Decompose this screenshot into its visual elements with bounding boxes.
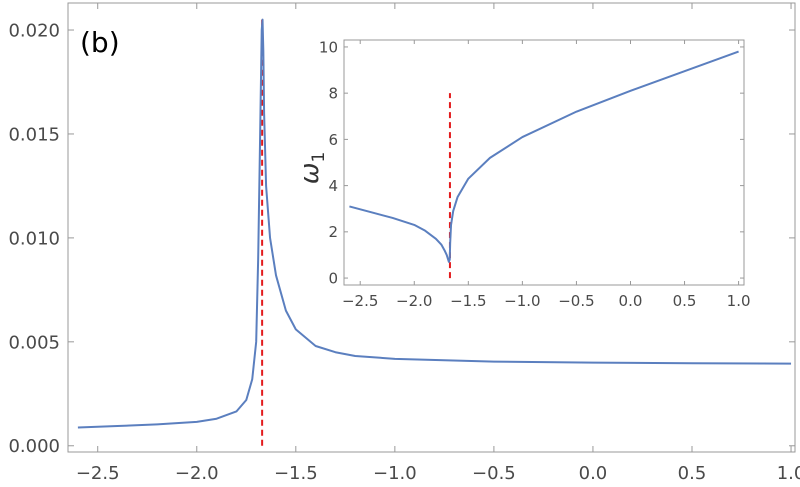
inset-series-line: [349, 50, 739, 263]
inset-background: [344, 40, 744, 285]
inset-y-tick-label: 4: [328, 177, 338, 195]
inset-plot: −2.5 −2.0 −1.5 −1.0 −0.5 0.0 0.5 1.0 0 2 4 6 8 10 ω1: [295, 38, 751, 310]
inset-y-axis-label: ω1: [295, 152, 329, 185]
inset-y-tick-label: 0: [328, 269, 338, 287]
inset-x-tick-label: −1.5: [450, 292, 486, 310]
main-y-tick-label: 0.010: [8, 228, 60, 249]
main-y-tick-label: 0.020: [8, 21, 60, 42]
inset-x-tick-label: 1.0: [727, 292, 751, 310]
main-x-tick-label: 1.0: [777, 463, 800, 484]
inset-x-tick-label: 0.5: [673, 292, 697, 310]
inset-y-tick-label: 2: [328, 223, 338, 241]
main-frame: [67, 2, 796, 453]
inset-x-tick-label: −1.0: [504, 292, 540, 310]
main-x-tick-label: −2.0: [175, 463, 219, 484]
main-x-tick-label: −1.0: [373, 463, 417, 484]
main-x-tick-label: −2.5: [76, 463, 120, 484]
inset-y-tick-label: 6: [328, 131, 338, 149]
main-y-tick-label: 0.015: [8, 124, 60, 145]
main-x-tick-label: 0.0: [579, 463, 608, 484]
main-series-line: [77, 18, 792, 429]
main-x-tick-label: −0.5: [472, 463, 516, 484]
panel-label: (b): [80, 26, 120, 59]
main-y-tick-label: 0.005: [8, 332, 60, 353]
inset-x-tick-label: −2.0: [396, 292, 432, 310]
inset-y-tick-label: 10: [319, 38, 338, 56]
inset-x-tick-label: −0.5: [558, 292, 594, 310]
inset-x-tick-label: −2.5: [342, 292, 378, 310]
main-y-tick-label: 0.000: [8, 436, 60, 457]
inset-frame: [343, 39, 745, 286]
main-plot: −2.5 −2.0 −1.5 −1.0 −0.5 0.0 0.5 1.0 0.000 0.005 0…: [8, 2, 800, 484]
inset-y-tick-label: 8: [328, 85, 338, 103]
inset-x-tick-label: 0.0: [619, 292, 643, 310]
inset-y-axis-label-subscript: 1: [309, 152, 329, 163]
main-x-tick-label: −1.5: [274, 463, 318, 484]
main-x-tick-label: 0.5: [678, 463, 707, 484]
